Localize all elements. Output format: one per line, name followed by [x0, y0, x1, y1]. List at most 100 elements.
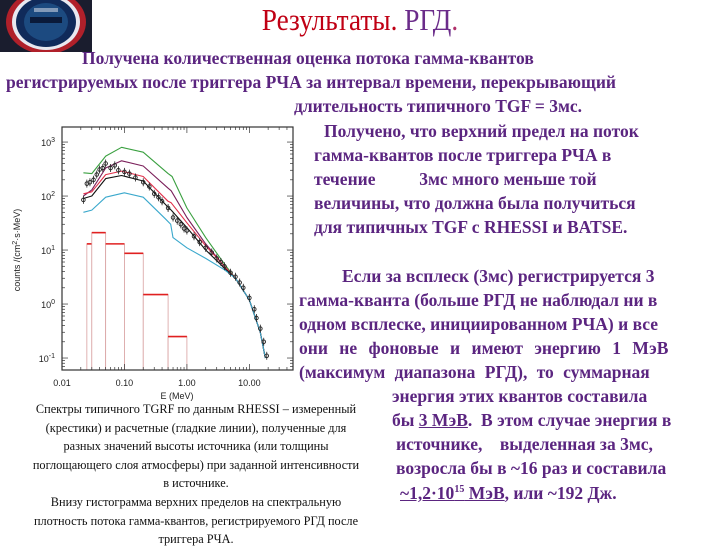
- data-point: [184, 226, 190, 235]
- axis-ticks: [61, 127, 294, 371]
- point-marker: [140, 180, 146, 185]
- total-energy: ~1,2·1015 МэВ: [400, 483, 505, 503]
- data-point: [151, 189, 157, 198]
- p2-line-4: величины, что должна была получиться: [314, 193, 636, 213]
- point-marker: [112, 163, 118, 168]
- y-tick-exponent: -1: [49, 353, 55, 360]
- data-point: [97, 165, 102, 174]
- figure-caption: Спектры типичного TGRF по данным RHESSI …: [0, 400, 392, 549]
- y-tick-label: 101: [41, 245, 55, 256]
- point-marker: [91, 177, 96, 183]
- data-point: [112, 161, 118, 170]
- point-marker: [184, 228, 190, 233]
- p3-line-2: гамма-кванта (больше РГД не наблюдал ни …: [299, 290, 658, 310]
- point-marker: [191, 234, 197, 239]
- histogram-bar: [91, 232, 107, 371]
- point-marker: [122, 169, 127, 175]
- y-tick-label: 102: [41, 191, 55, 202]
- point-marker: [159, 199, 165, 204]
- total-energy-exponent: 15: [454, 484, 465, 496]
- caption-line: триггера РЧА.: [158, 532, 234, 547]
- point-marker: [258, 326, 263, 331]
- data-point: [233, 272, 238, 281]
- p2-line-3: течение 3мс много меньше той: [314, 169, 597, 189]
- data-point: [108, 164, 113, 173]
- point-marker: [100, 165, 106, 171]
- data-point: [159, 197, 165, 206]
- data-point: [222, 262, 227, 271]
- point-marker: [151, 191, 157, 197]
- point-marker: [264, 353, 270, 359]
- x-tick-label: 0.01: [53, 378, 71, 388]
- point-marker: [170, 215, 176, 220]
- y-tick-exponent: 1: [51, 245, 55, 252]
- data-point: [133, 173, 138, 182]
- point-marker: [228, 270, 233, 275]
- point-marker: [94, 172, 99, 177]
- y-tick-label: 100: [41, 299, 55, 310]
- point-marker: [127, 171, 132, 176]
- data-point: [122, 167, 127, 176]
- intro-line-2: регистрируемых после триггера РЧА за инт…: [6, 72, 616, 92]
- histogram-bar: [124, 252, 144, 371]
- p3-line-10: ~1,2·1015 МэВ, или ~192 Дж.: [400, 483, 617, 503]
- data-point: [116, 166, 121, 175]
- y-tick-exponent: 2: [51, 191, 55, 198]
- data-point: [87, 178, 93, 187]
- data-point: [174, 216, 180, 225]
- p3-line-4: они не фоновые и имеют энергию 1 МэВ: [299, 338, 669, 358]
- data-point: [237, 278, 242, 287]
- point-marker: [147, 184, 152, 189]
- p3-line-8: источнике, выделенная за 3мс,: [396, 434, 653, 454]
- x-tick-labels: 0.01 0.10 1.00 10.00: [53, 378, 260, 388]
- energy-3mev: 3 МэВ: [418, 410, 468, 430]
- point-marker: [247, 295, 252, 301]
- caption-line: в источнике.: [163, 476, 229, 491]
- caption-line: (крестики) и расчетные (гладкие линии), …: [45, 420, 347, 435]
- histogram: [86, 231, 188, 371]
- caption-line: Внизу гистограмма верхних пределов на сп…: [50, 494, 342, 509]
- data-point: [81, 195, 86, 204]
- p2-line-5: для типичных TGF с RHESSI и BATSE.: [314, 217, 628, 237]
- data-point: [252, 305, 257, 314]
- p3-line-3: одном всплеске, инициированном РЧА) и вс…: [299, 314, 659, 334]
- p3-line-7: бы 3 МэВ. В этом случае энергия в: [392, 410, 671, 430]
- data-point: [258, 324, 263, 333]
- y-tick-base: 10: [41, 246, 51, 256]
- title-dot: .: [451, 2, 459, 37]
- data-point: [264, 351, 270, 360]
- data-point: [218, 258, 224, 267]
- y-tick-exponent: 0: [51, 299, 55, 306]
- intro-line-3: длительность типичного TGF = 3мс.: [294, 96, 583, 116]
- data-point: [197, 238, 202, 247]
- model-curve: [83, 192, 266, 359]
- p3-line-6: энергия этих квантов составила: [392, 386, 648, 406]
- data-point: [191, 232, 197, 241]
- point-marker: [233, 274, 238, 280]
- x-tick-label: 0.10: [116, 378, 134, 388]
- point-marker: [116, 168, 121, 173]
- histogram-bar: [86, 243, 93, 371]
- p3-line-1: Если за всплеск (3мс) регистрируется 3: [342, 266, 655, 286]
- data-point: [127, 169, 132, 178]
- slide-title: Результаты. РГД.: [43, 2, 677, 38]
- title-results: Результаты.: [261, 2, 398, 37]
- data-point: [94, 170, 99, 179]
- data-point: [214, 254, 219, 263]
- y-tick-label: 103: [41, 137, 55, 148]
- caption-line: разных значений высоты источника (или то…: [63, 439, 329, 454]
- measured-points: [81, 159, 270, 360]
- point-marker: [203, 245, 208, 251]
- point-marker: [108, 165, 113, 171]
- point-marker: [218, 259, 224, 265]
- y-axis-label-pre: counts /(cm: [12, 245, 22, 292]
- p3-line-5: (максимум диапазона РГД), то суммарная: [299, 362, 650, 382]
- x-tick-label: 10.00: [238, 378, 261, 388]
- y-tick-label: 10-1: [39, 353, 55, 364]
- point-marker: [209, 250, 215, 255]
- point-marker: [165, 205, 171, 211]
- caption-line: Спектры типичного TGRF по данным RHESSI …: [35, 402, 357, 416]
- point-marker: [174, 218, 180, 223]
- data-point: [254, 314, 259, 323]
